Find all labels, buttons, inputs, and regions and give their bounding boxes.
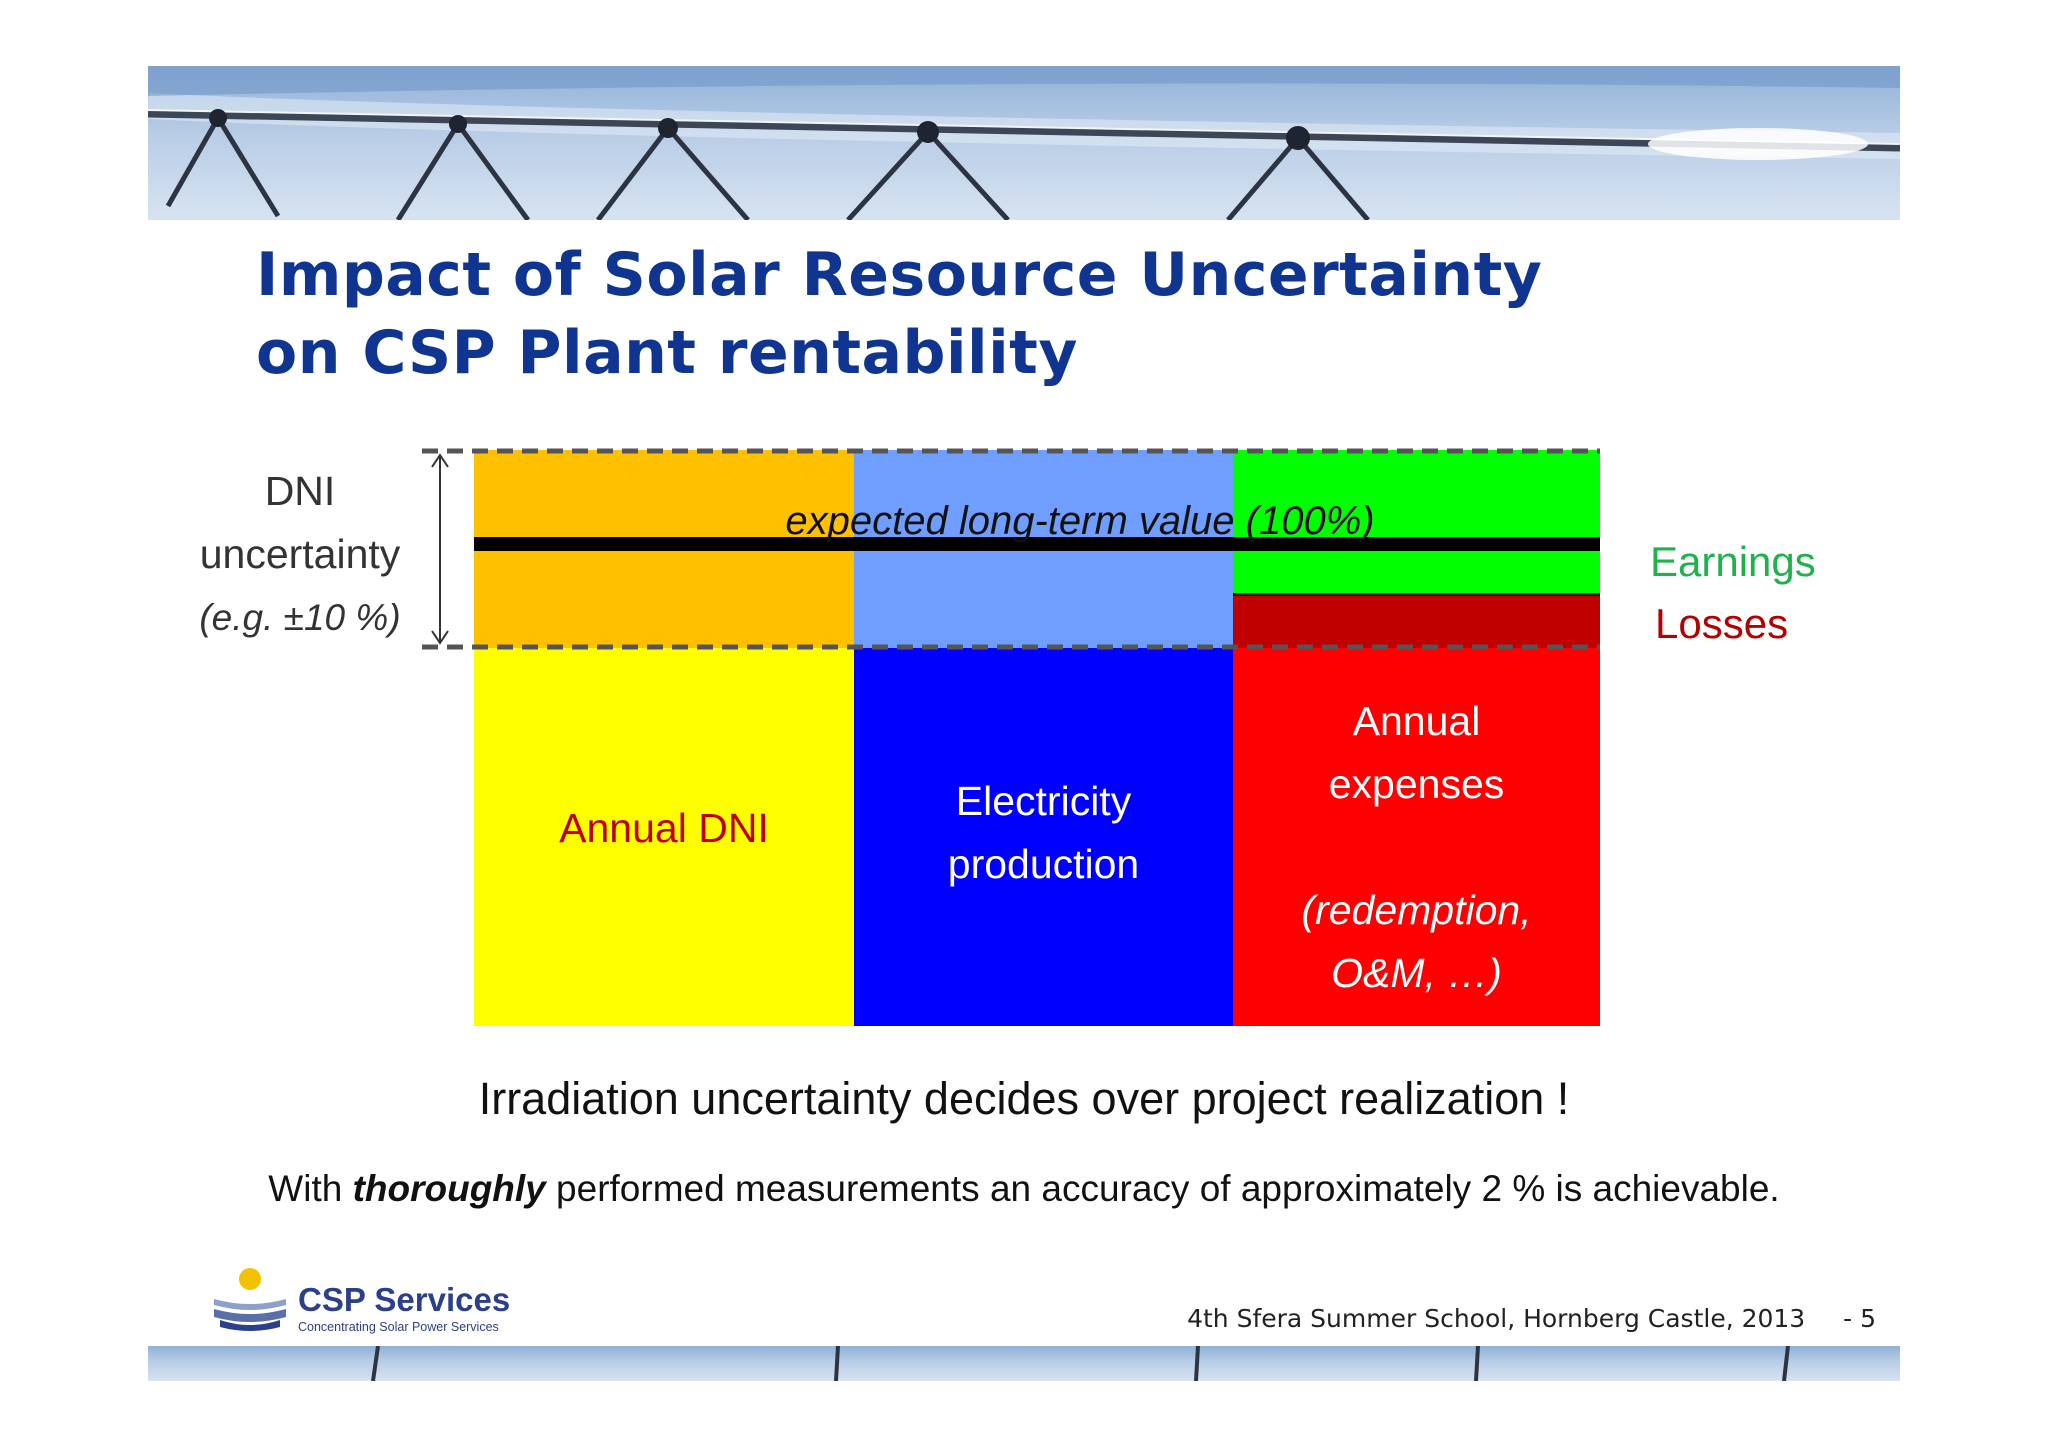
- dni-label-line-1: DNI: [264, 468, 336, 514]
- earnings-legend-label: Earnings: [1650, 538, 1816, 585]
- expected-value-label: expected long-term value (100%): [785, 499, 1375, 543]
- logo-tagline: Concentrating Solar Power Services: [298, 1320, 499, 1334]
- expenses-label-line-1: Annual: [1352, 698, 1481, 744]
- losses-legend-label: Losses: [1655, 600, 1789, 647]
- csp-services-logo-icon: [214, 1268, 286, 1331]
- annual-dni-block: [474, 648, 854, 1026]
- title-line-2: on CSP Plant rentability: [256, 318, 1078, 388]
- logo-name: CSP Services: [298, 1281, 511, 1318]
- header-photo-band: [148, 66, 1900, 220]
- title-line-1: Impact of Solar Resource Uncertainty: [256, 240, 1543, 310]
- accuracy-note: With thoroughly performed measurements a…: [0, 1168, 2048, 1210]
- conclusion-text: Irradiation uncertainty decides over pro…: [478, 1073, 1570, 1124]
- trough-photo-strip: [371, 1346, 1790, 1381]
- note-suffix: performed measurements an accuracy of ap…: [545, 1168, 1780, 1209]
- note-prefix: With: [268, 1168, 353, 1209]
- expenses-label-line-3: (redemption,: [1301, 887, 1532, 933]
- electricity-label: Electricity production: [854, 770, 1233, 896]
- footer-photo-band: [148, 1346, 1900, 1381]
- electricity-label-line-2: production: [947, 841, 1140, 887]
- expenses-label-line-4: O&M, …): [1331, 950, 1502, 996]
- expenses-block: [1233, 648, 1600, 1026]
- expected-value-line: [474, 537, 1600, 551]
- page-number: - 5: [1843, 1304, 1876, 1333]
- electricity-block: [854, 648, 1233, 1026]
- footer-event: 4th Sfera Summer School, Hornberg Castle…: [1187, 1304, 1806, 1333]
- expenses-label-line-2: expenses: [1328, 761, 1505, 807]
- annual-dni-label: Annual DNI: [559, 805, 769, 851]
- arrow-head-down: [431, 630, 449, 645]
- footer-text: 4th Sfera Summer School, Hornberg Castle…: [1187, 1304, 1876, 1333]
- losses-block: [1233, 593, 1600, 648]
- expenses-label: Annual expenses (redemption, O&M, …): [1233, 690, 1600, 1005]
- electricity-label-line-1: Electricity: [955, 778, 1132, 824]
- dni-uncertainty-label: DNI uncertainty (e.g. ±10 %): [180, 460, 420, 649]
- arrow-head-up: [431, 453, 449, 468]
- earnings-block: [1233, 450, 1600, 593]
- slide-title: Impact of Solar Resource Uncertainty on …: [256, 236, 1542, 392]
- note-emphasis: thoroughly: [352, 1168, 546, 1209]
- dni-label-line-2: uncertainty: [199, 531, 401, 577]
- dni-label-line-3: (e.g. ±10 %): [199, 597, 401, 638]
- parabolic-trough-photo: [148, 66, 1900, 220]
